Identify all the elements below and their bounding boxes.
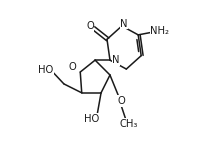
Text: N: N [112, 55, 120, 65]
Text: HO: HO [39, 65, 54, 75]
Text: O: O [68, 62, 76, 72]
Text: CH₃: CH₃ [119, 119, 138, 129]
Text: O: O [117, 96, 125, 106]
Text: N: N [120, 19, 128, 29]
Text: O: O [86, 21, 94, 31]
Text: NH₂: NH₂ [150, 26, 169, 36]
Text: HO: HO [84, 114, 99, 124]
